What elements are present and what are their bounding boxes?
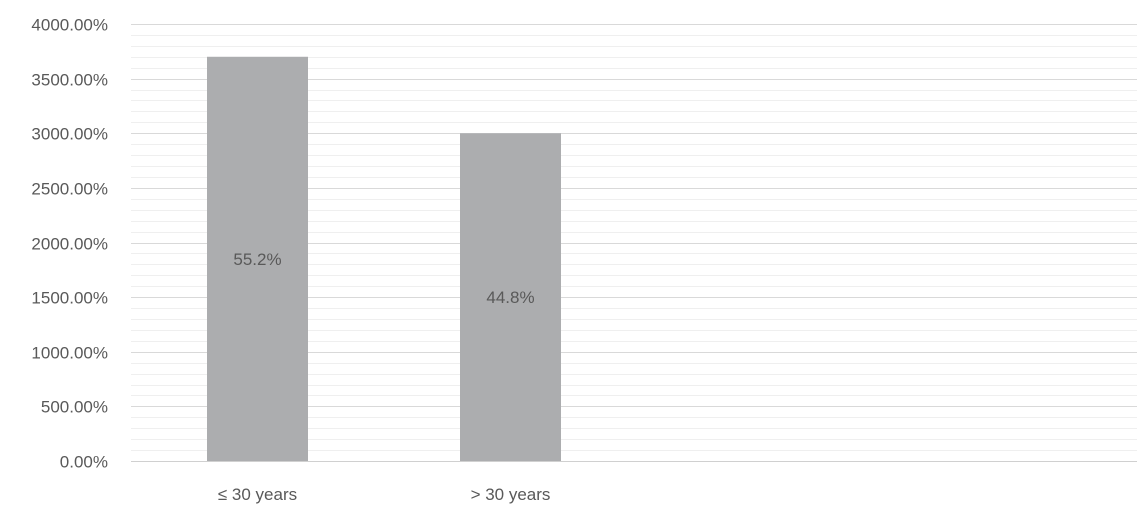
x-category-label: ≤ 30 years xyxy=(218,485,297,504)
bar-data-label: 44.8% xyxy=(486,288,534,307)
y-tick-label: 500.00% xyxy=(41,398,108,417)
y-tick-label: 3000.00% xyxy=(31,125,108,144)
labels: 0.00% 500.00% 1000.00% 1500.00% 2000.00% 2500… xyxy=(31,16,550,505)
y-tick-label: 4000.00% xyxy=(31,16,108,35)
x-category-label: > 30 years xyxy=(471,485,551,504)
y-tick-label: 1500.00% xyxy=(31,289,108,308)
bars xyxy=(207,56,561,462)
y-tick-label: 1000.00% xyxy=(31,344,108,363)
y-tick-label: 2000.00% xyxy=(31,235,108,254)
bar-data-label: 55.2% xyxy=(233,250,281,269)
y-tick-label: 0.00% xyxy=(60,453,108,472)
y-tick-label: 3500.00% xyxy=(31,71,108,90)
bar xyxy=(460,133,561,461)
bar xyxy=(207,56,308,462)
y-tick-label: 2500.00% xyxy=(31,180,108,199)
